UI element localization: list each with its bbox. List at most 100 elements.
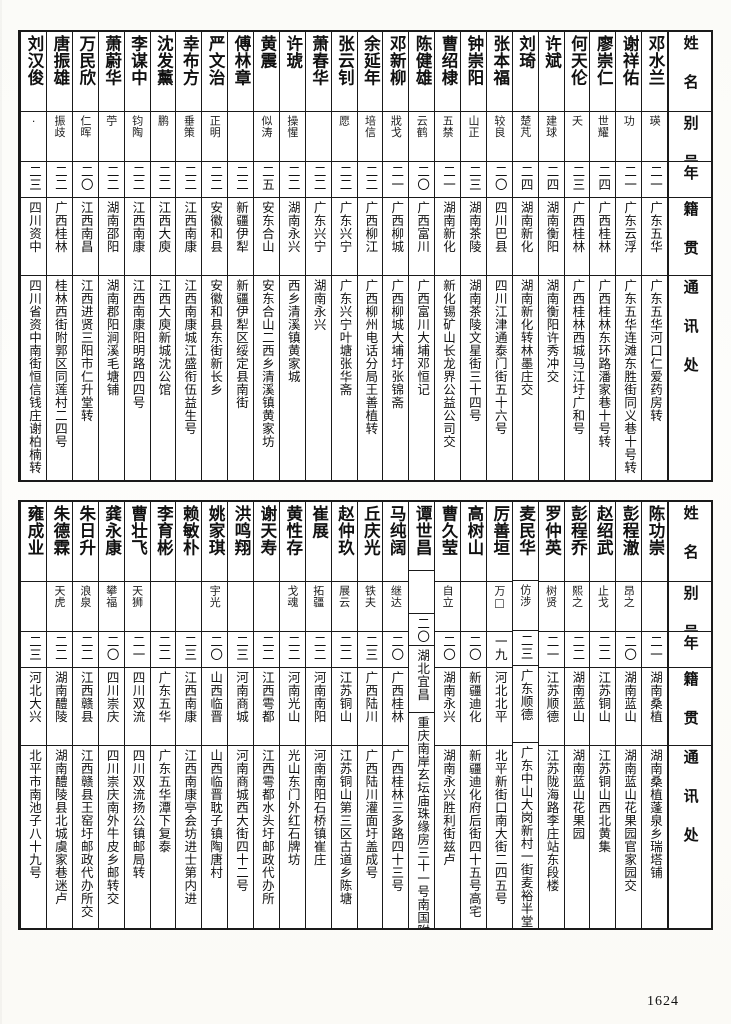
entry-birthplace-text: 新疆迪化 [466, 671, 482, 723]
entry-age: 二一 [616, 162, 642, 198]
entry-alias-text: 戈魂 [285, 585, 299, 608]
entry-alias-text: 止戈 [596, 585, 610, 608]
entry-name-text: 崔展 [309, 505, 329, 539]
entry-alias: 操惺 [279, 112, 305, 162]
entry-address: 新化锡矿山长龙界公益公司交 [435, 276, 460, 480]
entry-age: 二三 [512, 631, 538, 667]
entry-alias-text: 山正 [467, 115, 481, 138]
entry-birthplace-text: 江西赣县 [78, 671, 94, 723]
entry-address: 广东兴宁叶塘张华斋 [332, 276, 357, 480]
entry-alias: 自立 [435, 582, 460, 632]
entry-birthplace: 江苏铜山 [331, 668, 357, 746]
entry-address-text: 湖南蓝山花果园 [570, 749, 586, 840]
entry-address-text: 江西南康城江盛衔伍益生号 [182, 279, 198, 435]
entry-birthplace-text: 四川资中 [26, 201, 42, 253]
roster-entry-column: 萧春华 二二 广东兴宁 湖南永兴 [304, 32, 331, 480]
entry-birthplace: 湖南桑植 [642, 668, 667, 746]
entry-alias-text: 正明 [208, 115, 222, 138]
entry-address-text: 广西桂林三多路四十三号 [389, 749, 405, 892]
entry-birthplace-text: 江苏顺德 [544, 671, 560, 723]
entry-age-text: 二二 [156, 165, 172, 191]
entry-address-text: 四川省资中南街恒信钱庄谢柏楠转 [26, 279, 42, 474]
entry-age-text: 二一 [647, 165, 663, 191]
entry-alias-text: 世耀 [596, 115, 610, 138]
entry-address-text: 桂林西街附郭区同莲村二四号 [52, 279, 68, 448]
entry-birthplace-text: 湖南醴陵 [52, 671, 68, 723]
entry-alias: 建球 [538, 112, 564, 162]
entry-name: 刘汉俊 [21, 32, 46, 112]
roster-entry-column: 唐振雄 振歧 二二 广西桂林 桂林西街附郭区同莲村二四号 [46, 32, 72, 480]
entry-name: 崔展 [305, 502, 331, 582]
entry-age: 二二 [279, 162, 305, 198]
entry-address-text: 湖南郡阳涧溪毛塘铺 [104, 279, 120, 396]
entry-alias: 万□ [486, 582, 512, 632]
entry-age-text: 二三 [518, 633, 534, 660]
entry-age: 二二 [305, 162, 331, 198]
entry-birthplace-text: 广东云浮 [622, 201, 638, 253]
entry-name: 赖敏朴 [176, 502, 202, 582]
roster-entry-column: 朱日升 浪泉 二二 江西赣县 江西赣县王窑圩邮政代办所交 [71, 502, 98, 928]
entry-alias: 戈魂 [279, 582, 305, 632]
entry-age: 二一 [538, 632, 564, 668]
entry-age: 二〇 [616, 632, 642, 668]
entry-age: 二二 [176, 162, 202, 198]
roster-entry-column: 谢天寿 二二 江西雩都 江西雩都水头圩邮政代办所 [253, 502, 279, 928]
entry-birthplace: 湖南蓝山 [564, 668, 590, 746]
entry-address-text: 新疆迪化府后街四十五号高宅 [466, 749, 482, 918]
entry-alias-text: 宇光 [208, 585, 222, 608]
entry-name-text: 万民欣 [76, 35, 96, 86]
entry-address: 广西桂林三多路四十三号 [383, 746, 408, 928]
entry-name-text: 曹久莹 [438, 505, 458, 556]
entry-alias: 云鹤 [409, 112, 435, 162]
entry-name: 朱德霖 [47, 502, 72, 582]
entry-age-text: 二二 [208, 165, 224, 191]
roster-entry-column: 高树山 二〇 新疆迪化 新疆迪化府后街四十五号高宅 [460, 502, 486, 928]
entry-age: 二二 [47, 632, 72, 668]
entry-name-text: 幸布方 [180, 35, 200, 86]
entry-age: 二三 [176, 632, 202, 668]
entry-age: 二二 [202, 162, 228, 198]
entry-name: 邓新柳 [383, 32, 409, 112]
entry-age-text: 二三 [233, 635, 249, 661]
entry-age-text: 二二 [233, 165, 249, 191]
entry-age: 二〇 [98, 632, 124, 668]
entry-birthplace-text: 广西桂林 [52, 201, 68, 253]
entry-alias-text: 较良 [492, 115, 506, 138]
entry-age-text: 二二 [182, 165, 198, 191]
entry-birthplace: 广西富川 [409, 198, 435, 276]
entry-age-text: 二二 [363, 165, 379, 191]
entry-birthplace-text: 湖北宜昌 [415, 648, 431, 701]
entry-address: 安徽和县东街新长乡 [202, 276, 227, 480]
entry-address-text: 广西桂林西城马江圩广和号 [570, 279, 586, 435]
entry-name-text: 许斌 [542, 35, 562, 69]
entry-age: 二二 [47, 162, 72, 198]
entry-birthplace-text: 四川巴县 [492, 201, 508, 253]
entry-alias-text: 浪泉 [78, 585, 92, 608]
entry-address-text: 广东五华河口仁爱药房转 [647, 279, 663, 422]
entry-age-text: 二二 [311, 635, 327, 661]
entry-age-text: 二二 [285, 165, 301, 191]
entry-alias: 山正 [461, 112, 486, 162]
entry-alias: 铁夫 [357, 582, 383, 632]
entry-address: 广东五华连滩东胜街同义巷十号转 [616, 276, 641, 480]
roster-entry-column: 许斌 建球 二四 湖南衡阳 湖南衡阳许秀冲交 [537, 32, 564, 480]
entry-name: 曹壮飞 [124, 502, 150, 582]
roster-entry-column: 沈发薰鹏二二 江西大庾 江西大庾新城沈公馆 [149, 32, 176, 480]
entry-name: 邓水兰 [642, 32, 667, 112]
row-label-alias: 别 号 [669, 582, 711, 632]
entry-address: 湖南桑植蓬泉乡瑞塔铺 [642, 746, 667, 928]
entry-birthplace-text: 湖南蓝山 [570, 671, 586, 723]
entry-name: 丘庆光 [357, 502, 383, 582]
entry-name-text: 严文治 [206, 35, 226, 86]
entry-alias-text: 树贤 [544, 585, 558, 608]
entry-name: 姚家琪 [202, 502, 228, 582]
roster-entry-column: 彭程乔 熙之 二二 湖南蓝山 湖南蓝山花果园 [563, 502, 590, 928]
entry-address: 广西桂林西城马江圩广和号 [565, 276, 590, 480]
entry-address: 湖南醴陵县北城虞家巷迷卢 [47, 746, 72, 928]
entry-address: 广西陆川灌面圩盖成号 [358, 746, 383, 928]
entry-alias: 夭 [564, 112, 590, 162]
entry-alias: 树贤 [538, 582, 564, 632]
entry-age-text: 二一 [544, 635, 560, 661]
entry-age-text: 二〇 [415, 617, 431, 644]
entry-name-text: 赖敏朴 [180, 505, 200, 556]
